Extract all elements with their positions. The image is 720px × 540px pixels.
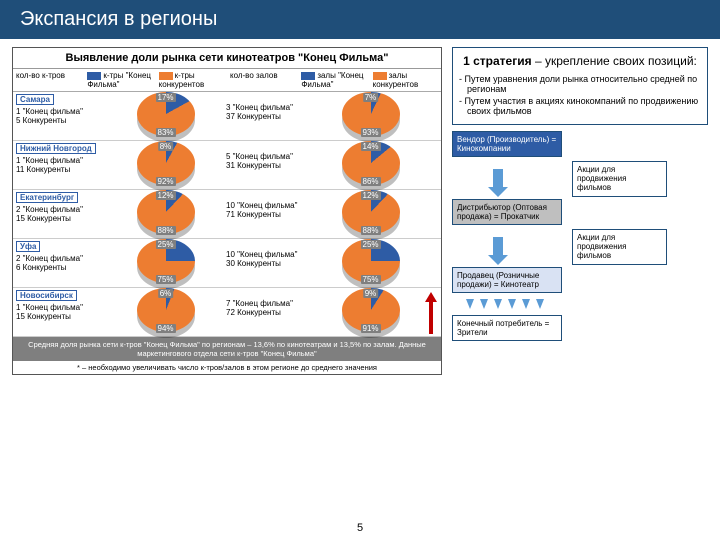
strategy-bullet: Путем уравнения доли рынка относительно … <box>467 74 701 94</box>
pie-label-big: 94% <box>155 324 175 333</box>
pie-chart: 9% 91% <box>342 288 400 336</box>
page-title: Экспансия в регионы <box>20 8 217 30</box>
pie-halls: 9% 91% <box>313 288 428 336</box>
city-left-info: Самара 1 "Конец фильма"5 Конкуренты <box>13 92 108 140</box>
city-left-info: Нижний Новгород 1 "Конец фильма"11 Конку… <box>13 141 108 189</box>
panel-footer-note: * – необходимо увеличивать число к-тров/… <box>13 361 441 374</box>
city-right-info: 10 "Конец фильма"71 Конкуренты <box>223 190 313 238</box>
page-number: 5 <box>357 522 363 534</box>
pie-chart: 25% 75% <box>137 239 195 287</box>
multi-arrow-icon <box>466 299 546 313</box>
city-right-info: 3 "Конец фильма"37 Конкуренты <box>223 92 313 140</box>
chain-vendor: Вендор (Производитель) = Кинокомпании <box>452 131 562 157</box>
pie-theatres: 25% 75% <box>108 239 223 287</box>
city-rows: Самара 1 "Конец фильма"5 Конкуренты 17% … <box>13 92 441 337</box>
pie-theatres: 6% 94% <box>108 288 223 336</box>
pie-label-big: 88% <box>360 226 380 235</box>
pie-chart: 8% 92% <box>137 141 195 189</box>
pie-chart: 17% 83% <box>137 92 195 140</box>
legend-swatch <box>373 72 387 80</box>
arrow-up-icon <box>425 292 437 334</box>
pie-label-big: 75% <box>155 275 175 284</box>
legend-swatch <box>159 72 173 80</box>
city-row: Новосибирск 1 "Конец фильма"15 Конкурент… <box>13 288 441 337</box>
pie-label-small: 12% <box>360 191 380 200</box>
pie-halls: 14% 86% <box>313 141 428 189</box>
city-name: Новосибирск <box>16 290 77 301</box>
page-header: Экспансия в регионы <box>0 0 720 39</box>
pie-theatres: 8% 92% <box>108 141 223 189</box>
pie-halls: 12% 88% <box>313 190 428 238</box>
pie-label-small: 25% <box>360 240 380 249</box>
chain-seller: Продавец (Розничные продажи) = Кинотеатр <box>452 267 562 293</box>
city-left-info: Екатеринбург 2 "Конец фильма"15 Конкурен… <box>13 190 108 238</box>
legend-col4: кол-во залов <box>227 69 298 91</box>
chain-consumer: Конечный потребитель = Зрители <box>452 315 562 341</box>
city-row: Самара 1 "Конец фильма"5 Конкуренты 17% … <box>13 92 441 141</box>
chain-promo-box: Акции для продвижения фильмов <box>572 229 667 265</box>
pie-halls: 7% 93% <box>313 92 428 140</box>
strategy-title: 1 стратегия – укрепление своих позиций: <box>459 54 701 68</box>
pie-chart: 14% 86% <box>342 141 400 189</box>
pie-halls: 25% 75% <box>313 239 428 287</box>
chain-distributor: Дистрибьютор (Оптовая продажа) = Прокатч… <box>452 199 562 225</box>
content-area: Выявление доли рынка сети кинотеатров "К… <box>0 39 720 383</box>
strategy-box: 1 стратегия – укрепление своих позиций: … <box>452 47 708 125</box>
pie-label-small: 6% <box>158 289 174 298</box>
legend-col6: залы конкурентов <box>370 69 441 91</box>
city-right-info: 5 "Конец фильма"31 Конкуренты <box>223 141 313 189</box>
pie-label-big: 92% <box>155 177 175 186</box>
city-right-info: 10 "Конец фильма"30 Конкуренты <box>223 239 313 287</box>
legend-col1: кол-во к-тров <box>13 69 84 91</box>
pie-label-big: 75% <box>360 275 380 284</box>
legend-col3: к-тры конкурентов <box>156 69 227 91</box>
city-row: Екатеринбург 2 "Конец фильма"15 Конкурен… <box>13 190 441 239</box>
legend-col5: залы "Конец Фильма" <box>298 69 369 91</box>
panel-title: Выявление доли рынка сети кинотеатров "К… <box>13 48 441 69</box>
panel-footer-avg: Средняя доля рынка сети к-тров "Конец Фи… <box>13 337 441 361</box>
pie-label-small: 9% <box>363 289 379 298</box>
city-name: Нижний Новгород <box>16 143 96 154</box>
pie-label-small: 25% <box>155 240 175 249</box>
pie-label-small: 7% <box>363 93 379 102</box>
right-column: 1 стратегия – укрепление своих позиций: … <box>452 47 708 375</box>
pie-chart: 25% 75% <box>342 239 400 287</box>
legend-swatch <box>301 72 315 80</box>
market-share-panel: Выявление доли рынка сети кинотеатров "К… <box>12 47 442 375</box>
pie-chart: 12% 88% <box>342 190 400 238</box>
value-chain-diagram: Вендор (Производитель) = Кинокомпании Ди… <box>452 131 708 346</box>
pie-label-big: 83% <box>155 128 175 137</box>
city-row: Нижний Новгород 1 "Конец фильма"11 Конку… <box>13 141 441 190</box>
legend-col2: к-тры "Конец Фильма" <box>84 69 155 91</box>
pie-chart: 7% 93% <box>342 92 400 140</box>
city-name: Уфа <box>16 241 40 252</box>
pie-chart: 12% 88% <box>137 190 195 238</box>
pie-label-big: 88% <box>155 226 175 235</box>
city-left-info: Уфа 2 "Конец фильма"6 Конкуренты <box>13 239 108 287</box>
pie-label-small: 8% <box>158 142 174 151</box>
strategy-bullet: Путем участия в акциях кинокомпаний по п… <box>467 96 701 116</box>
city-name: Самара <box>16 94 54 105</box>
pie-theatres: 12% 88% <box>108 190 223 238</box>
city-row: Уфа 2 "Конец фильма"6 Конкуренты 25% 75%… <box>13 239 441 288</box>
pie-label-small: 12% <box>155 191 175 200</box>
pie-label-small: 14% <box>360 142 380 151</box>
pie-theatres: 17% 83% <box>108 92 223 140</box>
legend-swatch <box>87 72 101 80</box>
pie-chart: 6% 94% <box>137 288 195 336</box>
city-right-info: 7 "Конец фильма"72 Конкуренты <box>223 288 313 336</box>
pie-label-big: 86% <box>360 177 380 186</box>
pie-label-big: 91% <box>360 324 380 333</box>
pie-label-big: 93% <box>360 128 380 137</box>
chain-promo-box: Акции для продвижения фильмов <box>572 161 667 197</box>
pie-label-small: 17% <box>155 93 175 102</box>
city-name: Екатеринбург <box>16 192 78 203</box>
chart-legend: кол-во к-тров к-тры "Конец Фильма" к-тры… <box>13 69 441 92</box>
city-left-info: Новосибирск 1 "Конец фильма"15 Конкурент… <box>13 288 108 336</box>
